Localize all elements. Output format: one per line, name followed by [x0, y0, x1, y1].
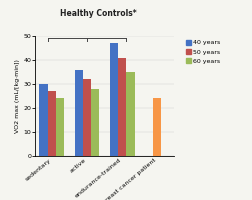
Bar — [83, 79, 91, 156]
Y-axis label: VO2 max (mL/[kg·min]): VO2 max (mL/[kg·min]) — [15, 59, 20, 133]
Bar — [91, 89, 99, 156]
Legend: 40 years, 50 years, 60 years: 40 years, 50 years, 60 years — [185, 39, 221, 65]
Bar — [56, 98, 64, 156]
Text: Healthy Controls*: Healthy Controls* — [60, 9, 137, 18]
Bar — [75, 70, 83, 156]
Bar — [39, 84, 48, 156]
Bar — [48, 91, 56, 156]
Bar — [110, 43, 118, 156]
Bar — [153, 98, 162, 156]
Bar — [118, 58, 126, 156]
Bar — [126, 72, 135, 156]
